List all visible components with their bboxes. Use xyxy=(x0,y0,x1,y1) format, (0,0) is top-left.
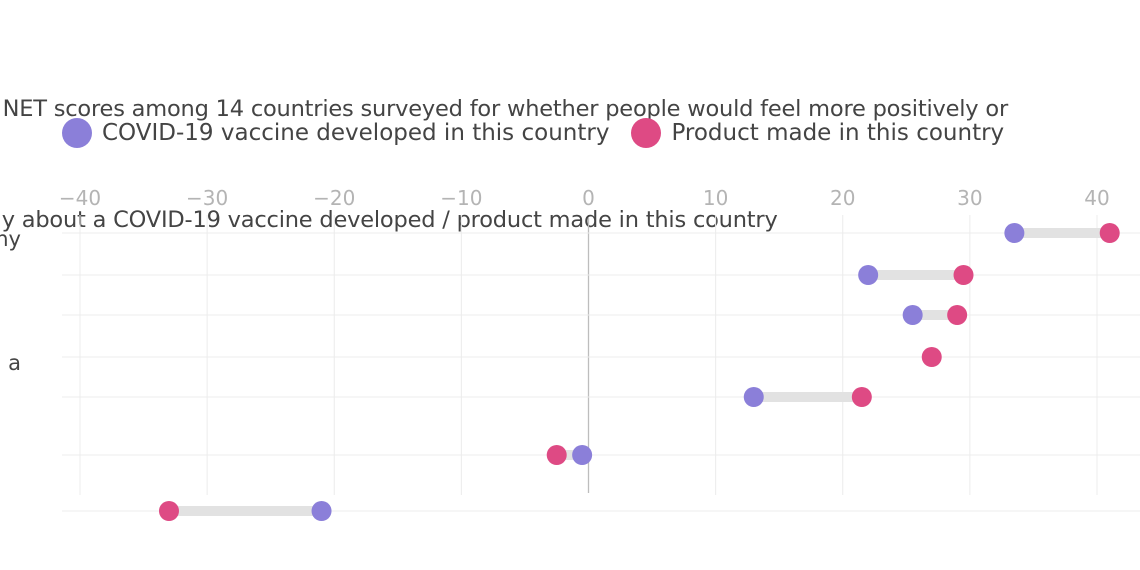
legend-swatch-product xyxy=(631,118,662,148)
vaccine-dot xyxy=(743,387,764,407)
vaccine-dot xyxy=(1004,223,1025,243)
chart-subtitle: e NET scores among 14 countries surveyed… xyxy=(0,17,1140,276)
product-dot xyxy=(546,445,567,465)
subtitle-line-1: e NET scores among 14 countries surveyed… xyxy=(0,96,1009,122)
x-tick-label: −10 xyxy=(440,186,482,210)
x-tick-label: 10 xyxy=(703,186,728,210)
x-tick-label: −40 xyxy=(59,186,101,210)
x-tick-label: 40 xyxy=(1084,186,1109,210)
x-tick-label: −30 xyxy=(186,186,228,210)
product-dot xyxy=(851,387,872,407)
product-dot xyxy=(1099,223,1120,243)
vaccine-dot xyxy=(572,445,593,465)
x-tick-label: −20 xyxy=(313,186,355,210)
product-dot xyxy=(953,265,974,285)
legend-label-product: Product made in this country xyxy=(671,120,1005,146)
x-tick-label: 30 xyxy=(957,186,982,210)
vaccine-dot xyxy=(311,501,332,521)
x-tick-label: 0 xyxy=(582,186,595,210)
row-label: ny xyxy=(0,227,21,251)
product-dot xyxy=(947,305,968,325)
vaccine-dot xyxy=(902,305,923,325)
x-tick-label: 20 xyxy=(830,186,855,210)
legend-item-product[interactable]: Product made in this country xyxy=(631,118,1004,148)
subtitle-line-2: ely about a COVID-19 vaccine developed /… xyxy=(0,207,778,233)
product-dot xyxy=(921,347,942,367)
chart-legend: COVID-19 vaccine developed in this count… xyxy=(62,116,1026,150)
legend-item-vaccine[interactable]: COVID-19 vaccine developed in this count… xyxy=(62,118,609,148)
product-dot xyxy=(158,501,179,521)
legend-label-vaccine: COVID-19 vaccine developed in this count… xyxy=(102,120,610,146)
legend-swatch-vaccine xyxy=(62,118,92,148)
row-label: a xyxy=(8,351,21,375)
vaccine-dot xyxy=(858,265,879,285)
